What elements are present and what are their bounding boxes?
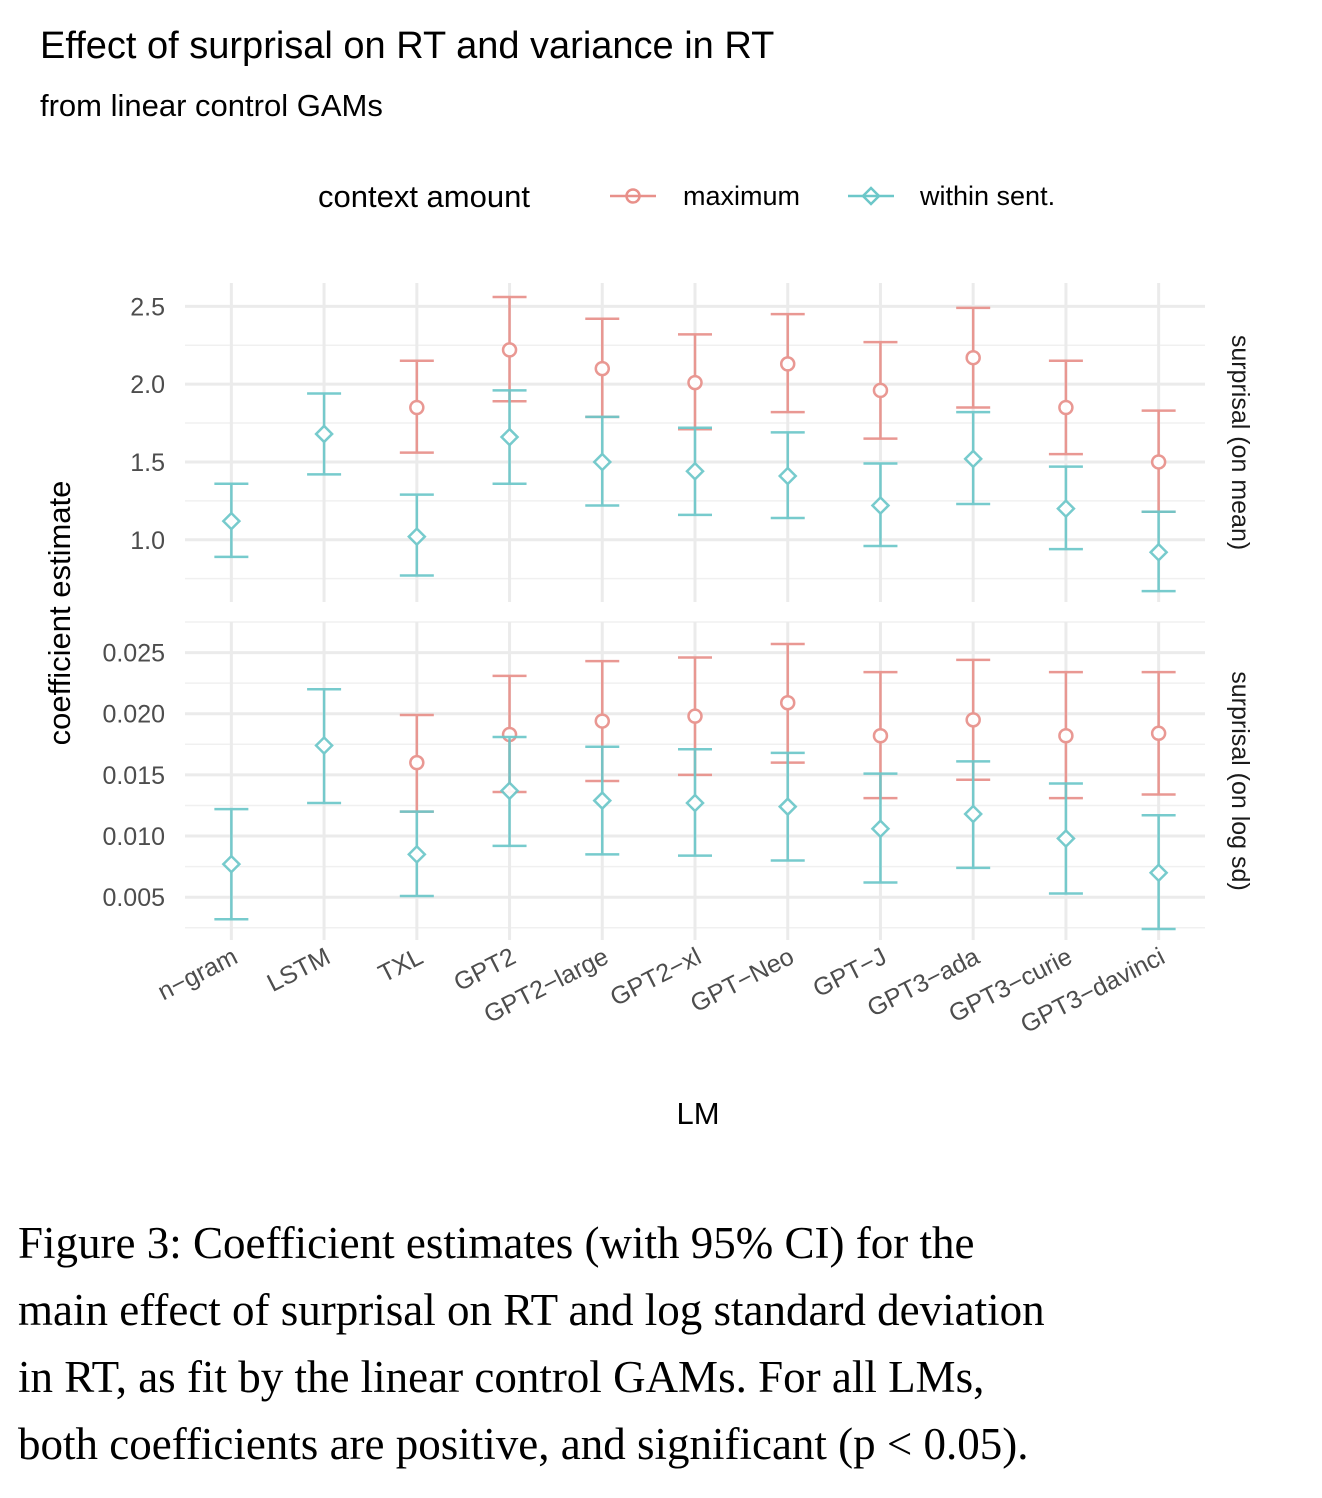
point-marker — [409, 399, 425, 416]
point-marker — [1150, 725, 1167, 742]
legend: context amount maximum within sent. — [318, 179, 1055, 214]
y-tick-label: 2.0 — [130, 371, 165, 399]
point-marker — [777, 466, 798, 486]
caption-line-3: in RT, as fit by the linear control GAMs… — [18, 1352, 985, 1402]
point-marker — [221, 511, 242, 531]
point-marker — [314, 424, 334, 444]
caption-line-1: Figure 3: Coefficient estimates (with 95… — [18, 1218, 975, 1268]
panel-2: 0.005 0.010 0.015 0.020 0.025 surprisal (on l… — [102, 621, 1254, 940]
series-within-sent — [214, 688, 1176, 931]
y-tick-label: 0.020 — [102, 701, 165, 729]
point-marker — [407, 844, 427, 865]
panel-1: 1.0 1.5 2.0 2.5 surprisal (on mean) — [130, 283, 1254, 602]
point-marker — [592, 452, 613, 472]
x-axis-label: LM — [676, 1096, 719, 1131]
legend-label-within-sent: within sent. — [919, 181, 1055, 211]
point-marker — [221, 854, 242, 874]
point-marker — [594, 360, 611, 377]
point-marker — [687, 708, 703, 724]
chart-subtitle: from linear control GAMs — [40, 88, 383, 123]
legend-title: context amount — [318, 179, 530, 214]
y-tick-label: 0.025 — [102, 640, 165, 668]
y-tick-label: 0.010 — [102, 823, 165, 851]
facet-strip-label: surprisal (on mean) — [1226, 335, 1254, 550]
point-marker — [1058, 399, 1074, 416]
x-tick-label: GPT−Neo — [686, 942, 798, 1018]
chart: Effect of surprisal on RT and variance i… — [40, 25, 1254, 1131]
point-marker — [963, 804, 983, 824]
series-within-sent — [214, 389, 1176, 593]
point-marker — [501, 342, 518, 358]
point-marker — [965, 349, 981, 366]
x-tick-labels: n−gram LSTM TXL GPT2GPT2−largeGPT2−xlGPT−Ne… — [153, 942, 1169, 1039]
figure-caption: Figure 3: Coefficient estimates (with 95… — [18, 1210, 1308, 1478]
point-marker — [872, 727, 889, 744]
y-axis-label: coefficient estimate — [42, 481, 77, 746]
point-marker — [685, 793, 705, 813]
point-marker — [1058, 727, 1074, 744]
point-marker — [1150, 454, 1167, 470]
y-tick-label: 2.5 — [130, 293, 165, 321]
x-tick-label: TXL — [374, 942, 428, 988]
point-marker — [870, 818, 891, 839]
legend-label-maximum: maximum — [683, 181, 800, 211]
caption-line-2: main effect of surprisal on RT and log s… — [18, 1285, 1045, 1335]
point-marker — [872, 382, 889, 399]
y-tick-label: 0.005 — [102, 884, 165, 912]
point-marker — [1056, 828, 1076, 849]
point-marker — [1056, 498, 1076, 519]
point-marker — [409, 754, 425, 771]
point-marker — [779, 356, 796, 372]
point-marker — [1148, 542, 1169, 562]
point-marker — [870, 495, 891, 516]
point-marker — [687, 374, 703, 391]
facet-strip-label: surprisal (on log sd) — [1226, 671, 1254, 891]
x-tick-label: LSTM — [263, 942, 335, 997]
point-marker — [594, 713, 611, 729]
point-marker — [963, 449, 983, 469]
point-marker — [777, 796, 798, 817]
point-marker — [1148, 862, 1169, 883]
y-tick-label: 1.0 — [130, 527, 165, 555]
y-tick-label: 1.5 — [130, 449, 165, 477]
caption-line-4: both coefficients are positive, and sign… — [18, 1419, 1029, 1469]
point-marker — [685, 461, 705, 482]
point-marker — [592, 790, 613, 811]
point-marker — [499, 427, 520, 447]
chart-title: Effect of surprisal on RT and variance i… — [40, 25, 774, 67]
point-marker — [499, 781, 520, 801]
point-marker — [965, 712, 981, 728]
y-tick-label: 0.015 — [102, 762, 165, 790]
plot-panels: 1.0 1.5 2.0 2.5 surprisal (on mean) 0.005 0.01… — [102, 283, 1254, 940]
point-marker — [407, 526, 427, 547]
point-marker — [314, 735, 334, 756]
x-tick-label: n−gram — [153, 942, 242, 1006]
legend-key-maximum-marker — [625, 188, 641, 204]
legend-key-within-sent-marker — [861, 186, 881, 206]
point-marker — [779, 694, 796, 711]
